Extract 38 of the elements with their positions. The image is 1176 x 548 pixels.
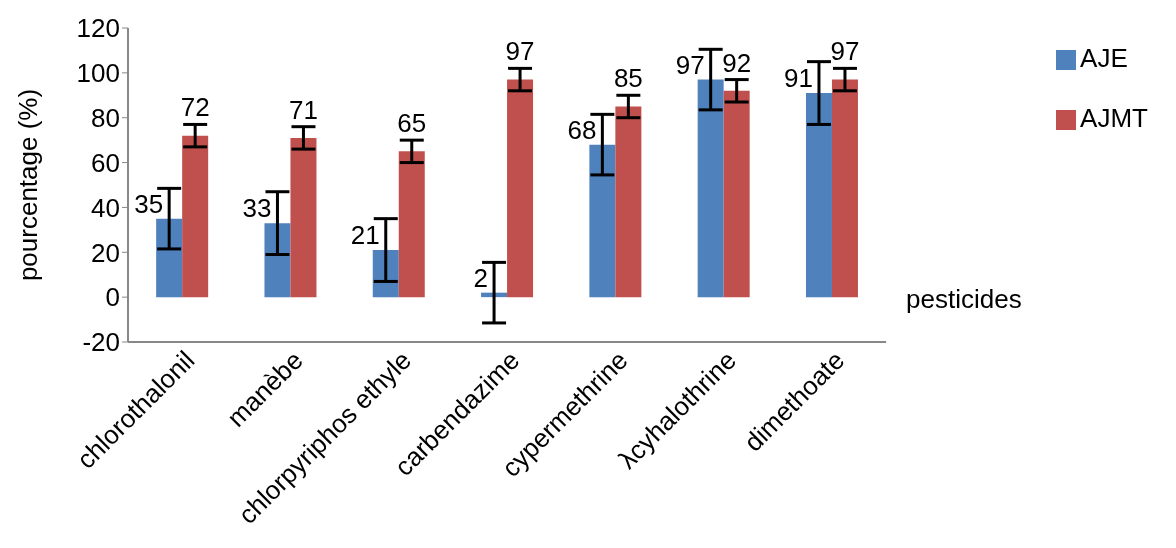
bar (615, 106, 642, 298)
bar (156, 218, 183, 298)
data-label: 33 (242, 193, 272, 224)
data-label: 85 (613, 63, 643, 94)
bar (398, 151, 425, 298)
bar (589, 144, 616, 298)
data-label: 92 (722, 47, 752, 78)
y-tick-label: 0 (105, 282, 120, 313)
bar (264, 223, 291, 298)
data-label: 68 (567, 114, 597, 145)
data-label: 91 (784, 63, 813, 94)
y-tick-label: 60 (91, 147, 120, 178)
bar (831, 79, 858, 298)
y-tick-label: -20 (82, 327, 120, 358)
y-tick-label: 120 (76, 13, 120, 44)
y-tick-label: 40 (91, 192, 120, 223)
data-label: 21 (350, 220, 380, 251)
data-label: 97 (505, 36, 535, 67)
data-label: 97 (830, 36, 860, 67)
bar (697, 79, 724, 298)
legend-label: AJE (1080, 43, 1128, 73)
bar (182, 135, 209, 298)
y-tick-label: 100 (76, 58, 120, 89)
bar (723, 90, 750, 298)
data-label: 72 (180, 92, 210, 123)
data-label: 65 (397, 108, 427, 139)
y-tick-label: 80 (91, 102, 120, 133)
bar (507, 79, 534, 298)
bar (805, 93, 832, 298)
bar (290, 137, 317, 298)
legend-label: AJMT (1080, 103, 1148, 133)
data-label: 97 (675, 49, 705, 80)
data-label: 35 (134, 188, 164, 219)
data-label: 2 (473, 262, 489, 293)
x-axis-title: pesticides (906, 284, 1022, 314)
y-axis-title: pourcentage (%) (13, 88, 44, 282)
data-label: 71 (289, 94, 318, 125)
y-tick-label: 20 (91, 237, 120, 268)
